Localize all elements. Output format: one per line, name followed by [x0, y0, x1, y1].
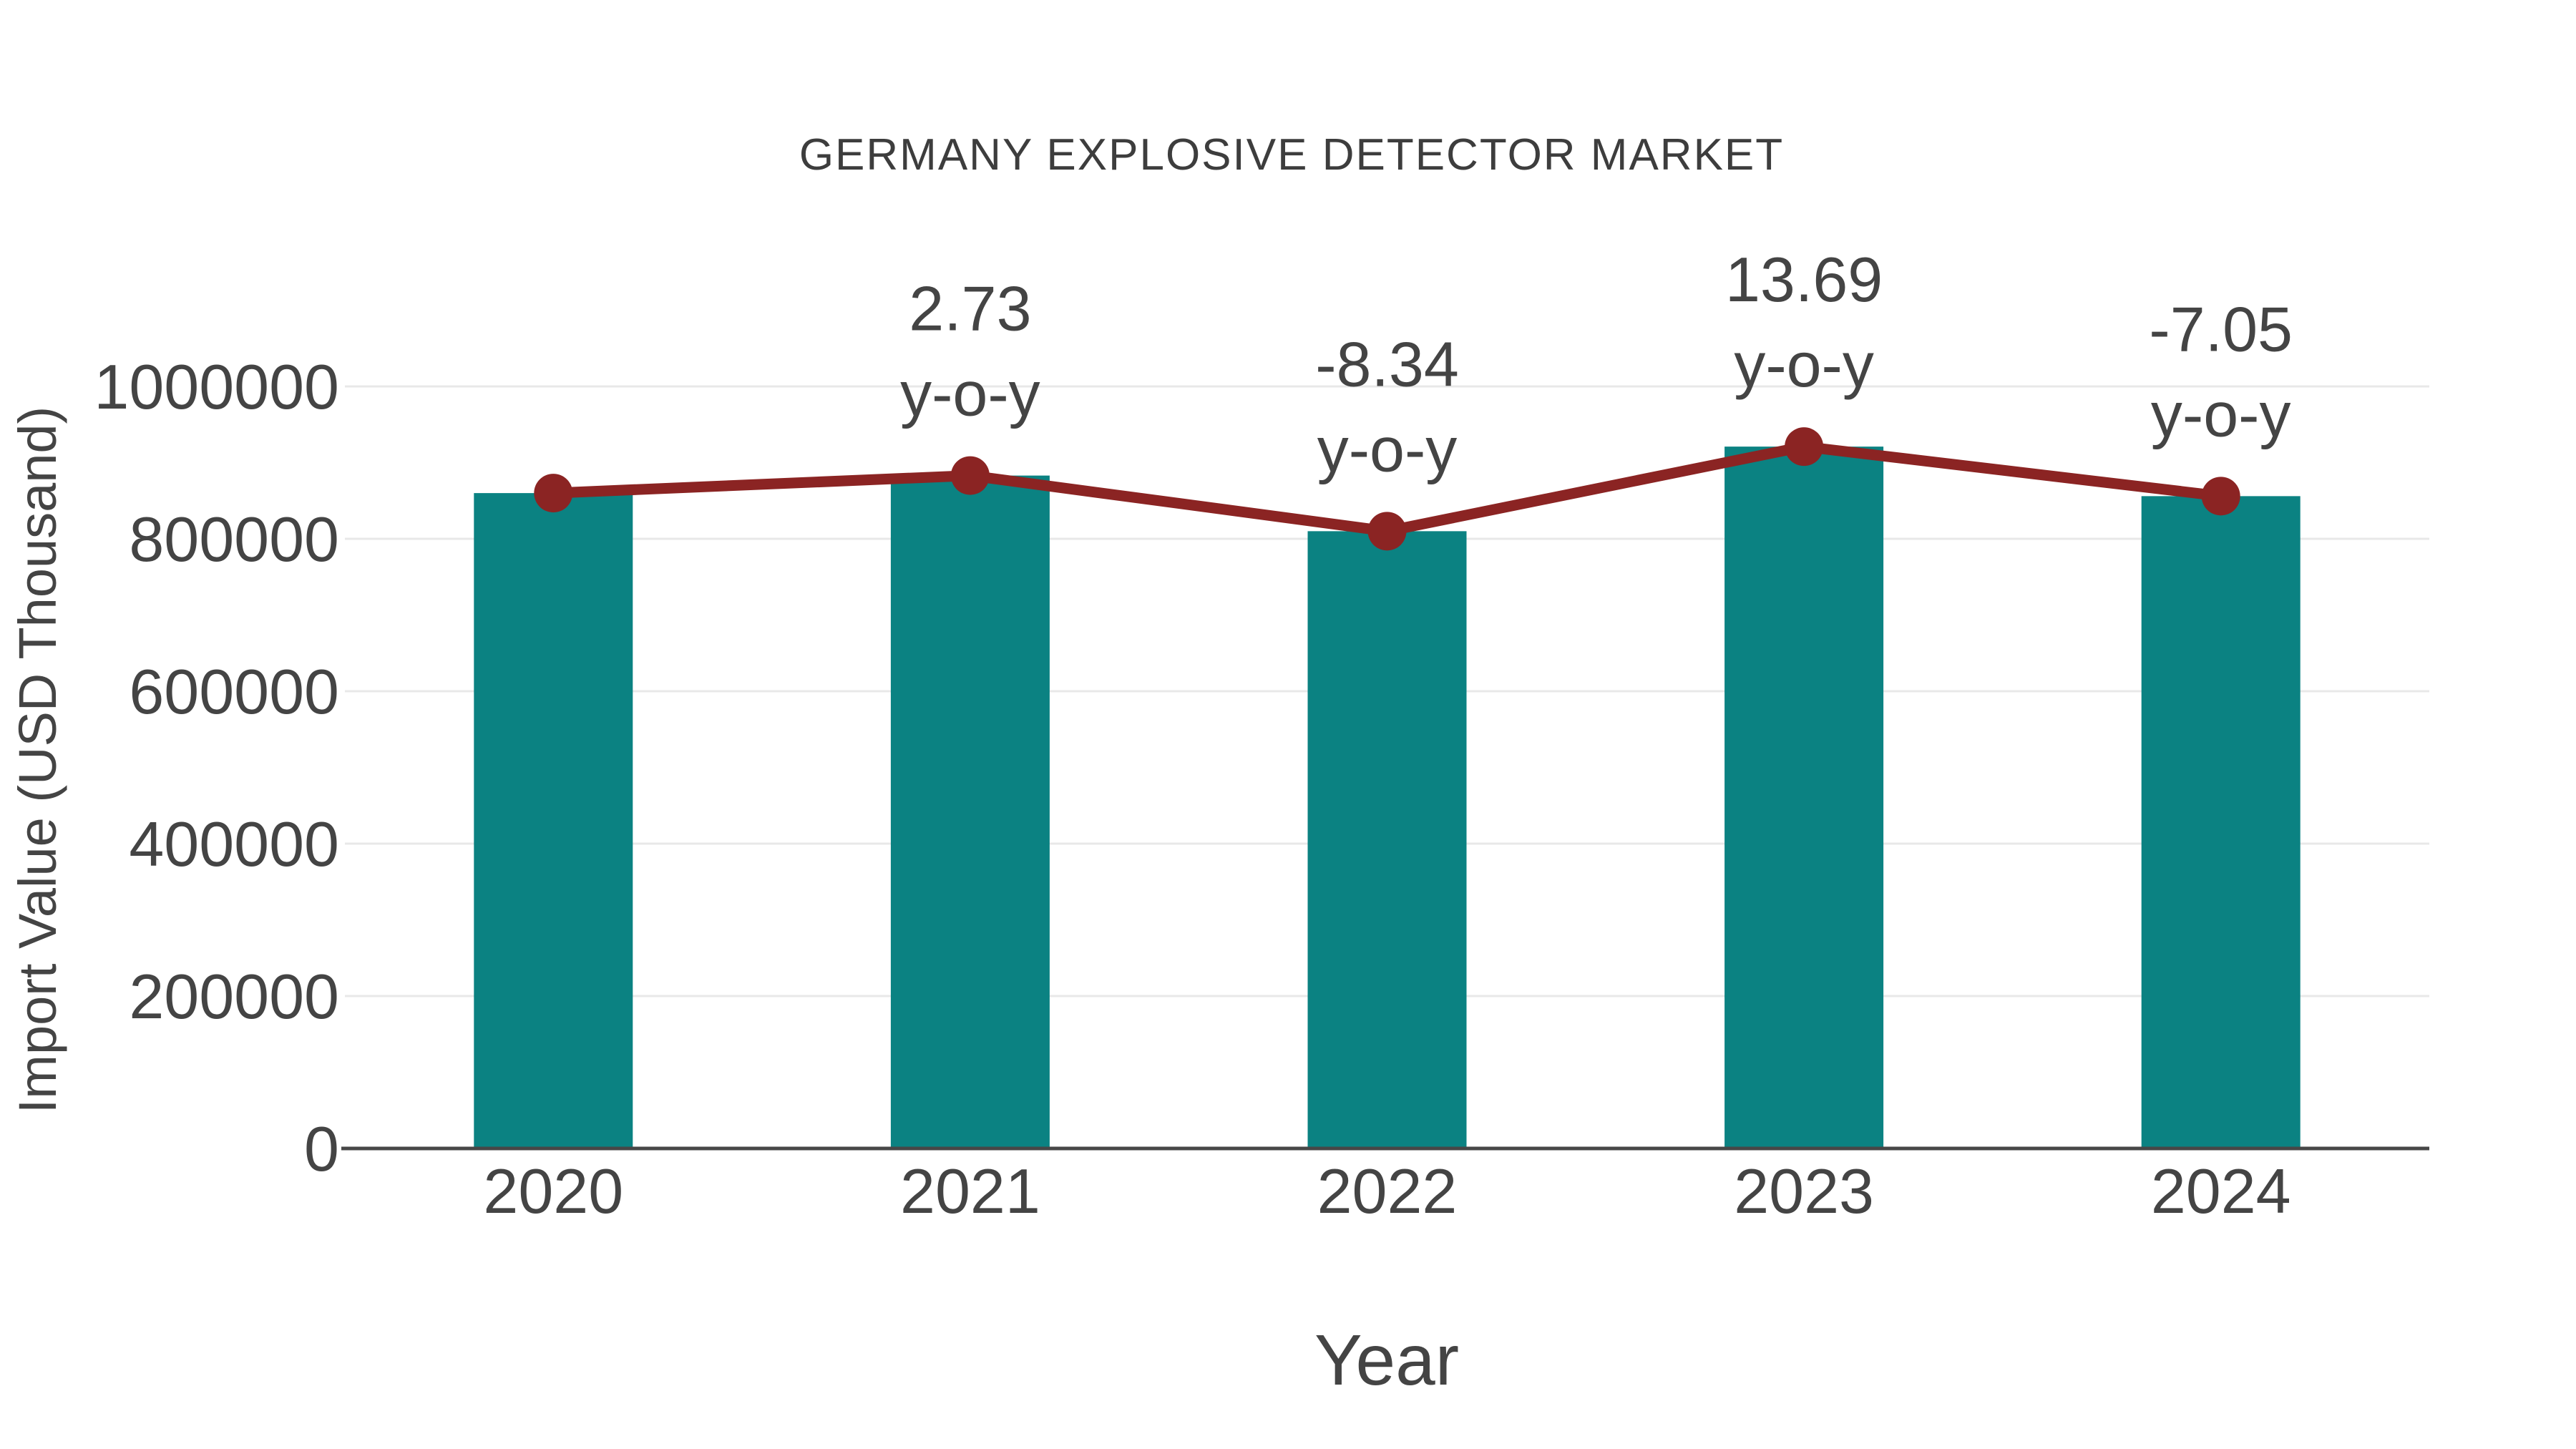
- annotation-yoy-2021: y-o-y: [900, 358, 1040, 429]
- annotation-yoy-2024: y-o-y: [2151, 379, 2291, 449]
- y-tick-label-1000000: 1000000: [94, 351, 339, 422]
- y-tick-label-400000: 400000: [129, 809, 339, 879]
- y-tick-label-0: 0: [304, 1113, 339, 1184]
- bar-2024: [2141, 496, 2301, 1148]
- annotation-value-2022: -8.34: [1315, 328, 1459, 399]
- y-tick-label-800000: 800000: [129, 504, 339, 575]
- bar-2021: [890, 475, 1050, 1148]
- bar-2023: [1724, 447, 1884, 1148]
- x-tick-label-2021: 2021: [900, 1156, 1040, 1226]
- line-markers-layer: [534, 427, 2240, 551]
- x-tick-label-2020: 2020: [483, 1156, 623, 1226]
- line-marker-2022: [1367, 512, 1407, 551]
- annotation-yoy-2022: y-o-y: [1317, 414, 1458, 484]
- x-axis-title: Year: [1314, 1320, 1459, 1400]
- annotation-value-2023: 13.69: [1725, 244, 1883, 315]
- bar-2022: [1307, 531, 1467, 1148]
- bar-2020: [474, 493, 633, 1148]
- y-tick-label-600000: 600000: [129, 656, 339, 727]
- x-tick-label-2024: 2024: [2151, 1156, 2291, 1226]
- line-marker-2024: [2201, 477, 2240, 516]
- y-axis-title: Import Value (USD Thousand): [8, 406, 67, 1114]
- annotations-layer: 2.73 y-o-y -8.34 y-o-y 13.69 y-o-y -7.05 y-o-y: [900, 244, 2293, 484]
- line-marker-2021: [950, 456, 990, 495]
- line-marker-2020: [534, 474, 573, 513]
- annotation-yoy-2023: y-o-y: [1734, 329, 1874, 400]
- bar-series-layer: [474, 447, 2301, 1148]
- annotation-value-2024: -7.05: [2149, 293, 2293, 364]
- annotation-value-2021: 2.73: [909, 273, 1031, 344]
- tick-labels-layer: 0 200000 400000 600000 800000 1000000 2020 2021…: [94, 351, 2290, 1226]
- x-tick-label-2022: 2022: [1317, 1156, 1458, 1226]
- x-tick-label-2023: 2023: [1734, 1156, 1874, 1226]
- line-marker-2023: [1785, 427, 1824, 467]
- chart-title: GERMANY EXPLOSIVE DETECTOR MARKET: [799, 130, 1784, 180]
- y-tick-label-200000: 200000: [129, 961, 339, 1032]
